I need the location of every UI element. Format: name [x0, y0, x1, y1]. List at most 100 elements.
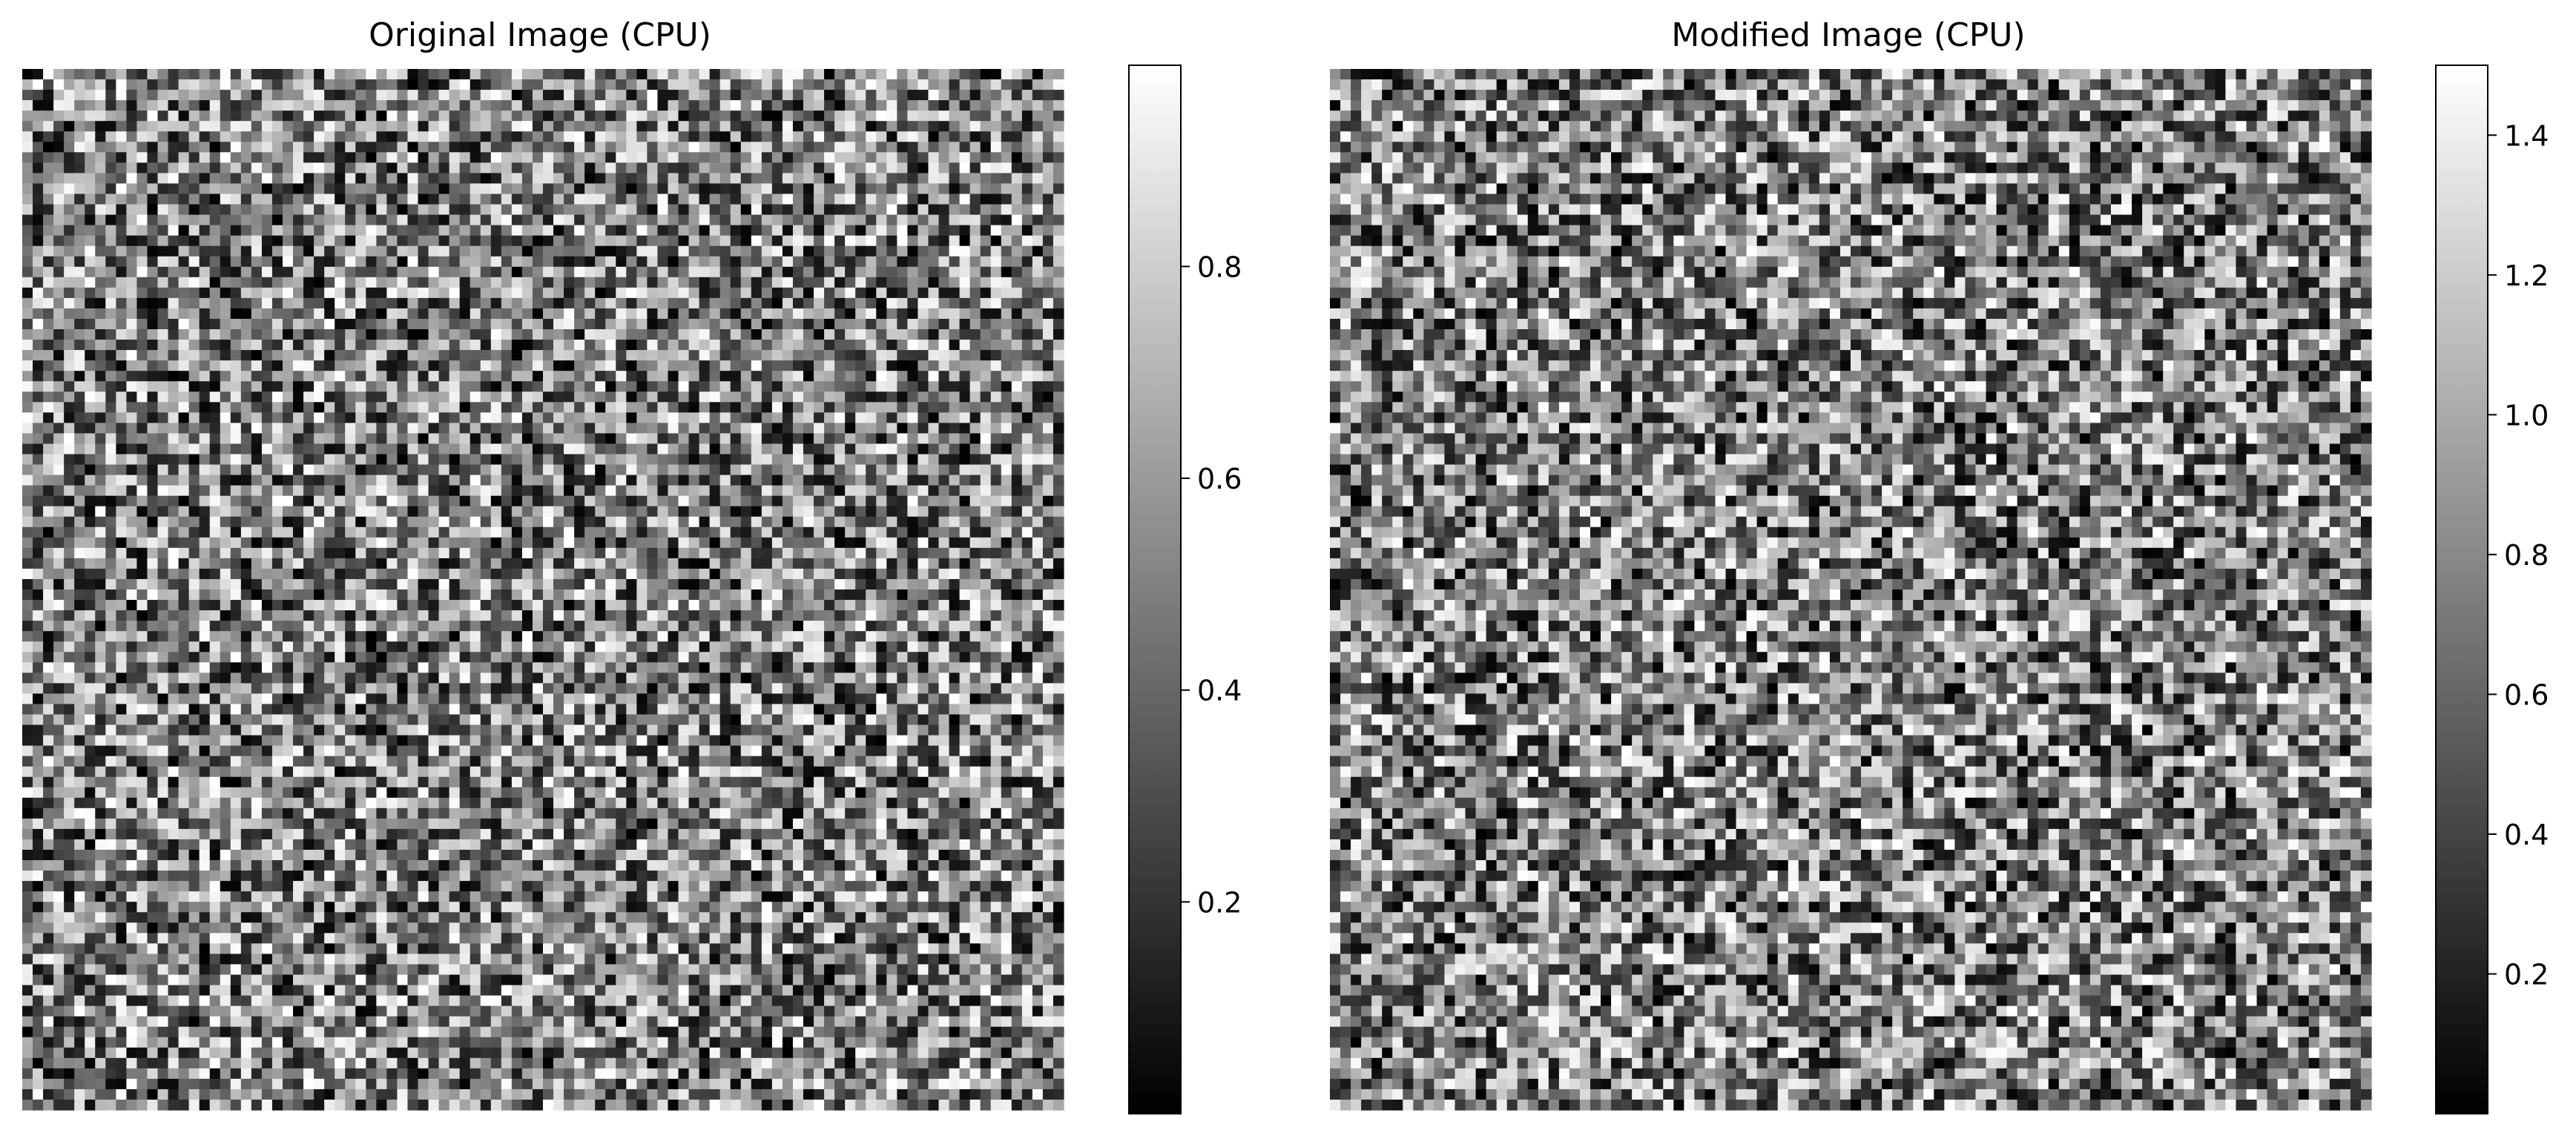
heatmap-cell	[1043, 558, 1054, 569]
heatmap-cell	[668, 267, 679, 278]
heatmap-cell	[1053, 288, 1064, 299]
heatmap-cell	[584, 277, 596, 288]
heatmap-cell	[783, 360, 794, 371]
heatmap-cell	[553, 486, 564, 497]
heatmap-cell	[564, 121, 575, 132]
heatmap-cell	[720, 277, 731, 288]
heatmap-cell	[668, 496, 679, 507]
heatmap-cell	[1043, 454, 1054, 465]
heatmap-cell	[158, 517, 169, 528]
heatmap-cell	[595, 205, 606, 216]
heatmap-cell	[512, 454, 523, 465]
heatmap-cell	[429, 173, 440, 184]
heatmap-cell	[564, 558, 575, 569]
heatmap-cell	[553, 402, 564, 413]
heatmap-cell	[574, 121, 585, 132]
heatmap-cell	[533, 517, 544, 528]
heatmap-cell	[1032, 538, 1044, 549]
heatmap-cell	[866, 475, 877, 486]
heatmap-cell	[210, 90, 221, 101]
heatmap-cell	[366, 517, 377, 528]
heatmap-cell	[803, 412, 814, 423]
heatmap-cell	[262, 443, 273, 455]
heatmap-cell	[397, 569, 408, 580]
heatmap-cell	[126, 100, 137, 111]
heatmap-cell	[605, 350, 616, 361]
heatmap-cell	[720, 298, 731, 309]
heatmap-cell	[147, 527, 158, 538]
heatmap-cell	[741, 527, 752, 538]
heatmap-cell	[751, 548, 762, 559]
heatmap-cell	[179, 496, 190, 507]
heatmap-cell	[595, 486, 606, 497]
heatmap-cell	[512, 277, 523, 288]
heatmap-cell	[85, 486, 96, 497]
heatmap-cell	[626, 412, 637, 423]
heatmap-cell	[418, 236, 429, 247]
heatmap-cell	[85, 423, 96, 434]
heatmap-cell	[668, 69, 679, 80]
heatmap-cell	[126, 131, 137, 142]
heatmap-cell	[772, 402, 783, 413]
heatmap-cell	[241, 433, 252, 444]
heatmap-cell	[1053, 392, 1064, 403]
heatmap-cell	[314, 298, 325, 309]
heatmap-cell	[251, 340, 263, 351]
heatmap-cell	[220, 527, 231, 538]
heatmap-cell	[855, 517, 866, 528]
heatmap-cell	[491, 486, 502, 497]
heatmap-cell	[553, 225, 564, 237]
heatmap-cell	[241, 517, 252, 528]
heatmap-cell	[636, 90, 648, 101]
heatmap-cell	[574, 486, 585, 497]
heatmap-cell	[866, 267, 877, 278]
heatmap-cell	[85, 465, 96, 476]
heatmap-cell	[200, 298, 211, 309]
heatmap-cell	[116, 121, 127, 132]
heatmap-cell	[200, 319, 211, 330]
heatmap-cell	[783, 465, 794, 476]
heatmap-cell	[845, 205, 856, 216]
heatmap-cell	[1022, 371, 1033, 382]
heatmap-cell	[720, 142, 731, 153]
heatmap-cell	[679, 142, 690, 153]
heatmap-cell	[158, 465, 169, 476]
heatmap-cell	[595, 79, 606, 90]
heatmap-cell	[366, 215, 377, 226]
heatmap-cell	[949, 162, 961, 174]
heatmap-cell	[949, 486, 961, 497]
heatmap-cell	[74, 433, 85, 444]
heatmap-cell	[158, 194, 169, 205]
heatmap-cell	[345, 110, 356, 122]
heatmap-cell	[720, 257, 731, 268]
heatmap-cell	[85, 205, 96, 216]
heatmap-cell	[85, 142, 96, 153]
heatmap-cell	[241, 486, 252, 497]
heatmap-cell	[449, 194, 461, 205]
heatmap-cell	[1022, 298, 1033, 309]
heatmap-cell	[595, 152, 606, 163]
heatmap-cell	[647, 475, 658, 486]
heatmap-cell	[876, 205, 887, 216]
heatmap-cell	[834, 579, 846, 590]
heatmap-cell	[928, 215, 939, 226]
heatmap-cell	[501, 486, 513, 497]
heatmap-cell	[866, 381, 877, 392]
heatmap-cell	[1012, 527, 1023, 538]
heatmap-cell	[116, 308, 127, 320]
heatmap-cell	[751, 412, 762, 423]
heatmap-cell	[907, 371, 918, 382]
heatmap-cell	[179, 423, 190, 434]
heatmap-cell	[533, 496, 544, 507]
heatmap-cell	[824, 225, 835, 237]
heatmap-cell	[355, 288, 366, 299]
heatmap-cell	[803, 475, 814, 486]
heatmap-cell	[366, 350, 377, 361]
panel-original: Original Image (CPU) 0.20.40.60.8	[22, 16, 1242, 1114]
heatmap-cell	[1022, 496, 1033, 507]
heatmap-cell	[147, 131, 158, 142]
heatmap-cell	[241, 371, 252, 382]
heatmap-cell	[1043, 340, 1054, 351]
heatmap-cell	[262, 110, 273, 122]
heatmap-cell	[616, 100, 627, 111]
